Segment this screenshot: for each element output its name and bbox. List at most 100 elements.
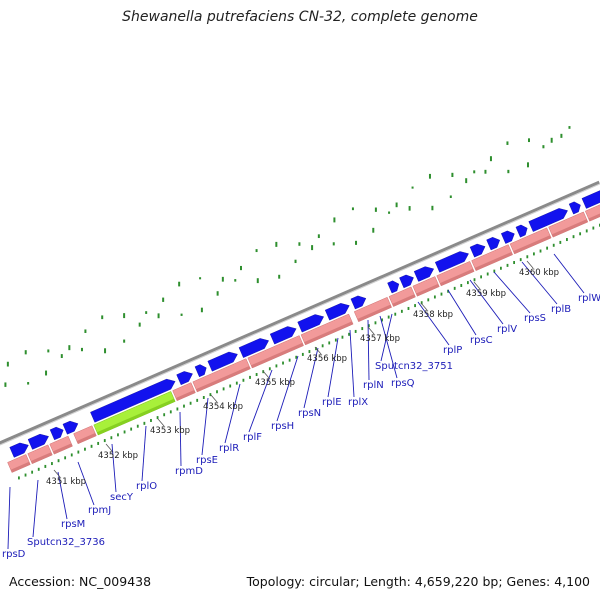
gene-label-leader (521, 261, 558, 305)
gene-label[interactable]: Sputcn32_3751 (375, 361, 453, 372)
gene-label[interactable]: rplW (578, 293, 600, 304)
gene-label[interactable]: rplV (497, 324, 517, 335)
backbone-line (0, 180, 600, 445)
gene-label-leader (327, 337, 339, 398)
inner-tick (400, 309, 403, 313)
inner-tick (466, 281, 469, 285)
forward-gene-arrow (500, 230, 515, 244)
inner-tick (117, 433, 119, 437)
gene-box-shade (10, 461, 31, 473)
gene-label[interactable]: rplO (136, 481, 157, 492)
inner-tick (506, 263, 509, 267)
gene-box-shade (551, 219, 588, 238)
kbp-tick-label: 4358 kbp (413, 310, 453, 320)
gene-box-shade (474, 251, 513, 271)
gene-label[interactable]: rpsC (470, 335, 493, 346)
forward-gene-arrow (176, 371, 193, 386)
gene-label[interactable]: rpsE (196, 455, 218, 466)
forward-gene-arrow (297, 314, 324, 333)
gc-dot (395, 202, 398, 208)
gc-dot (80, 347, 83, 352)
kbp-tick-label: 4352 kbp (98, 451, 138, 461)
gene-label[interactable]: rpmJ (88, 505, 111, 516)
gc-dot (275, 241, 278, 247)
gene-label[interactable]: rpsS (524, 313, 546, 324)
gene-label-leader (111, 443, 117, 493)
gc-dot (473, 170, 476, 174)
gene-box-shade (513, 235, 552, 254)
gc-dot (431, 205, 434, 211)
gc-dot (372, 227, 375, 233)
inner-tick (546, 246, 549, 250)
gc-dot (180, 313, 183, 316)
inner-tick (460, 283, 463, 287)
inner-tick (513, 261, 516, 265)
kbp-tick-label: 4351 kbp (46, 477, 86, 487)
gc-dot (560, 133, 563, 138)
inner-tick (328, 341, 331, 345)
inner-tick (539, 249, 542, 253)
inner-tick (414, 304, 416, 308)
gene-label[interactable]: rplR (219, 443, 239, 454)
gene-label[interactable]: Sputcn32_3736 (27, 537, 105, 548)
gene-label[interactable]: rpsD (2, 549, 26, 560)
reverse-strand-track (7, 204, 600, 473)
inner-tick (183, 404, 185, 408)
gene-label-leader (7, 486, 11, 550)
inner-tick (566, 238, 568, 242)
inner-tick (70, 453, 73, 457)
gene-box-shade (392, 294, 416, 307)
gene-box-shade (251, 342, 304, 368)
kbp-tick-label: 4353 kbp (150, 426, 190, 436)
inner-tick (493, 269, 496, 273)
inner-tick (156, 416, 159, 420)
gene-label-leader (224, 383, 241, 444)
kbp-scale: 4351 kbp 4352 kbp 4353 kbp 4354 kbp 4355 kbp… (46, 260, 559, 487)
gene-label-leader (303, 347, 319, 409)
gene-label[interactable]: rplB (551, 304, 571, 315)
gene-label[interactable]: rpsQ (391, 378, 415, 389)
gc-skew-dots (4, 126, 571, 387)
forward-gene-arrow (90, 378, 176, 423)
gc-dot (221, 276, 224, 282)
inner-tick (447, 289, 449, 293)
gene-label[interactable]: secY (110, 492, 134, 503)
inner-tick (407, 306, 410, 310)
gene-label[interactable]: rplX (348, 397, 368, 408)
inner-tick (282, 361, 284, 365)
inner-tick (367, 324, 370, 328)
gene-label[interactable]: rpsH (271, 421, 294, 432)
gc-dot (45, 370, 48, 376)
backbone (0, 180, 600, 446)
inner-tick (381, 318, 383, 322)
forward-gene-arrow (62, 420, 79, 435)
inner-tick (500, 266, 502, 270)
gc-dot (542, 145, 545, 149)
gene-label[interactable]: rpsN (298, 408, 321, 419)
gene-label[interactable]: rplF (243, 432, 262, 443)
gc-dot (489, 156, 492, 162)
inner-tick (216, 390, 218, 394)
forward-gene-arrow (207, 351, 238, 372)
gc-dot (199, 277, 202, 280)
inner-tick (585, 229, 588, 233)
gene-label-leader (379, 315, 398, 379)
inner-tick (202, 395, 205, 399)
gene-label[interactable]: rplP (443, 345, 462, 356)
kbp-tick-mark (262, 370, 270, 379)
gene-label[interactable]: rpsM (61, 519, 85, 530)
gc-dot (138, 322, 141, 327)
inner-tick (592, 226, 595, 230)
forward-gene-arrow (238, 338, 269, 358)
gene-box-shade (357, 304, 392, 322)
gc-dot (294, 259, 297, 264)
inner-tick (110, 436, 113, 440)
inner-tick (229, 384, 232, 388)
inner-tick (97, 441, 100, 445)
gene-label[interactable]: rplE (322, 397, 342, 408)
inner-tick (348, 332, 350, 336)
forward-gene-arrow (486, 237, 501, 251)
gene-label[interactable]: rpmD (175, 466, 203, 477)
gene-label[interactable]: rplN (363, 380, 384, 391)
